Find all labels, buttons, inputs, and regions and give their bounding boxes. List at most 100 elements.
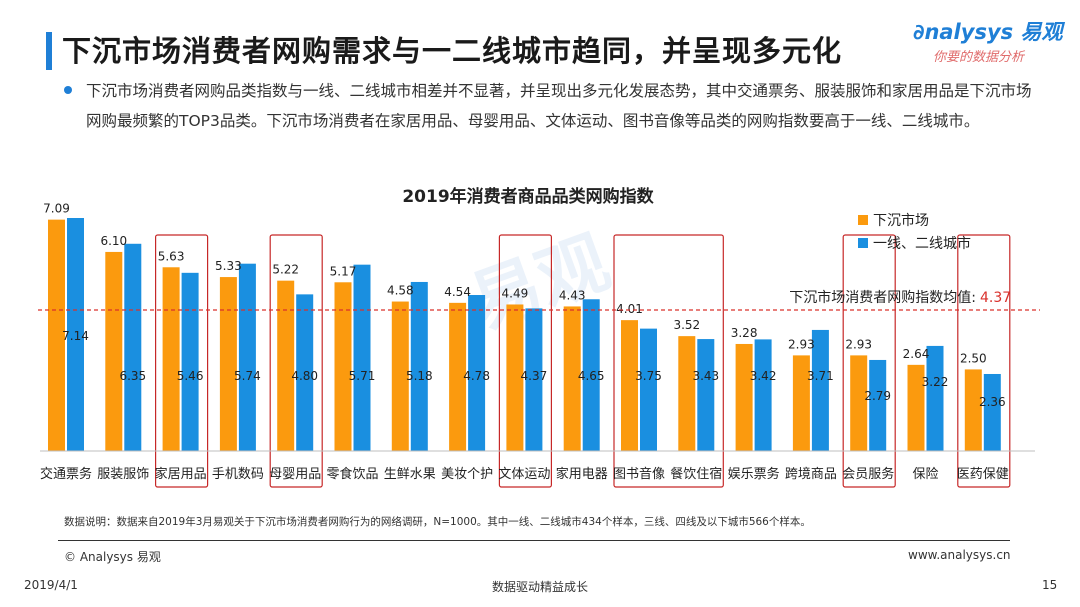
- label-lower-tier-14: 2.93: [845, 337, 872, 351]
- bar-tier1-2-5: [353, 264, 371, 451]
- category-label-3: 手机数码: [212, 467, 264, 482]
- bar-lower-tier-10: [621, 320, 638, 451]
- bar-tier1-2-7: [468, 295, 486, 451]
- bar-lower-tier-7: [449, 302, 467, 451]
- label-lower-tier-4: 5.22: [272, 263, 299, 277]
- label-lower-tier-16: 2.50: [960, 351, 987, 365]
- label-tier1-2-15: 3.22: [922, 375, 949, 389]
- bar-lower-tier-14: [850, 355, 868, 451]
- category-label-1: 服装服饰: [97, 467, 149, 482]
- bar-tier1-2-10: [640, 328, 657, 451]
- bar-tier1-2-11: [697, 339, 715, 451]
- bar-lower-tier-16: [964, 369, 982, 451]
- label-tier1-2-0: 7.14: [62, 329, 89, 343]
- data-note: 数据说明：数据来自2019年3月易观关于下沉市场消费者网购行为的网络调研，N=1…: [64, 516, 811, 528]
- bar-tier1-2-2: [181, 272, 199, 451]
- highlight-box-2: [498, 234, 552, 488]
- legend-swatch-lower-tier: [858, 215, 868, 225]
- category-label-8: 文体运动: [498, 467, 550, 482]
- bar-tier1-2-3: [238, 263, 256, 451]
- website-link[interactable]: www.analysys.cn: [908, 548, 1011, 562]
- label-tier1-2-13: 3.71: [807, 369, 834, 383]
- bar-tier1-2-16: [983, 373, 1001, 451]
- logo-tagline: 你要的数据分析: [933, 50, 1025, 65]
- label-tier1-2-4: 4.80: [291, 369, 318, 383]
- label-tier1-2-14: 2.79: [864, 389, 891, 403]
- label-lower-tier-2: 5.63: [158, 249, 185, 263]
- bar-lower-tier-15: [907, 364, 925, 451]
- analysys-logo: ∂nalysys 易观 你要的数据分析: [905, 14, 1065, 70]
- label-lower-tier-13: 2.93: [788, 337, 815, 351]
- label-lower-tier-1: 6.10: [100, 234, 127, 248]
- label-tier1-2-2: 5.46: [177, 369, 204, 383]
- category-label-13: 跨境商品: [785, 467, 837, 482]
- label-tier1-2-1: 6.35: [119, 369, 146, 383]
- category-label-0: 交通票务: [40, 466, 92, 482]
- footer-date: 2019/4/1: [24, 578, 78, 592]
- bar-lower-tier-4: [277, 280, 295, 451]
- label-lower-tier-3: 5.33: [215, 259, 242, 273]
- legend-label-tier1-2: 一线、二线城市: [873, 235, 971, 252]
- category-label-14: 会员服务: [842, 466, 894, 482]
- label-tier1-2-11: 3.43: [692, 369, 719, 383]
- bar-tier1-2-8: [525, 308, 543, 451]
- bar-tier1-2-1: [124, 243, 142, 451]
- legend-swatch-tier1-2: [858, 238, 868, 248]
- category-label-6: 生鲜水果: [384, 467, 436, 482]
- category-index-chart: 易观2019年消费者商品品类网购指数7.097.14交通票务6.106.35服装…: [38, 186, 1040, 488]
- bar-tier1-2-0: [67, 218, 84, 451]
- footer-divider: [58, 540, 1010, 541]
- label-lower-tier-12: 3.28: [731, 326, 758, 340]
- bar-tier1-2-12: [754, 339, 772, 451]
- bullet-icon: [64, 86, 72, 94]
- label-lower-tier-9: 4.43: [559, 288, 586, 302]
- label-tier1-2-7: 4.78: [463, 369, 490, 383]
- bar-tier1-2-6: [410, 281, 428, 451]
- bar-lower-tier-6: [391, 301, 409, 451]
- category-label-16: 医药保健: [957, 467, 1009, 482]
- bar-lower-tier-0: [48, 219, 65, 451]
- label-lower-tier-6: 4.58: [387, 284, 414, 298]
- legend-label-lower-tier: 下沉市场: [873, 212, 929, 229]
- page-number: 15: [1042, 578, 1058, 592]
- highlight-box-3: [613, 234, 724, 488]
- label-lower-tier-8: 4.49: [502, 286, 529, 300]
- category-label-11: 餐饮住宿: [670, 466, 722, 482]
- bar-tier1-2-13: [811, 329, 829, 451]
- label-tier1-2-16: 2.36: [979, 395, 1006, 409]
- label-tier1-2-5: 5.71: [349, 369, 376, 383]
- bar-lower-tier-13: [792, 355, 810, 451]
- label-lower-tier-0: 7.09: [43, 202, 70, 216]
- reference-line-value: 4.37: [980, 290, 1011, 306]
- chart-title: 2019年消费者商品品类网购指数: [402, 186, 654, 207]
- category-label-2: 家居用品: [155, 466, 207, 482]
- bar-lower-tier-3: [219, 277, 237, 451]
- bar-tier1-2-4: [296, 294, 314, 451]
- logo-swirl-icon: ∂: [913, 20, 925, 44]
- category-label-7: 美妆个护: [441, 467, 493, 482]
- highlight-box-0: [155, 234, 209, 488]
- bar-lower-tier-12: [735, 343, 753, 451]
- logo-name: ∂nalysys 易观: [913, 20, 1063, 44]
- label-tier1-2-3: 5.74: [234, 369, 261, 383]
- label-tier1-2-6: 5.18: [406, 369, 433, 383]
- label-lower-tier-10: 4.01: [616, 302, 643, 316]
- category-label-10: 图书音像: [613, 466, 665, 482]
- copyright: © Analysys 易观: [64, 550, 161, 564]
- bar-lower-tier-5: [334, 282, 352, 451]
- label-tier1-2-10: 3.75: [635, 369, 662, 383]
- category-label-5: 零食饮品: [326, 466, 378, 482]
- bar-tier1-2-15: [926, 345, 944, 451]
- label-lower-tier-11: 3.52: [673, 318, 700, 332]
- label-tier1-2-9: 4.65: [578, 369, 605, 383]
- category-label-4: 母婴用品: [269, 467, 321, 482]
- label-tier1-2-12: 3.42: [750, 369, 777, 383]
- bar-lower-tier-2: [162, 267, 180, 451]
- category-label-15: 保险: [912, 467, 938, 482]
- label-lower-tier-7: 4.54: [444, 285, 471, 299]
- highlight-box-4: [842, 234, 896, 488]
- label-lower-tier-15: 2.64: [903, 347, 930, 361]
- highlight-box-5: [957, 234, 1011, 488]
- bar-lower-tier-8: [506, 304, 524, 451]
- bar-lower-tier-11: [678, 336, 696, 451]
